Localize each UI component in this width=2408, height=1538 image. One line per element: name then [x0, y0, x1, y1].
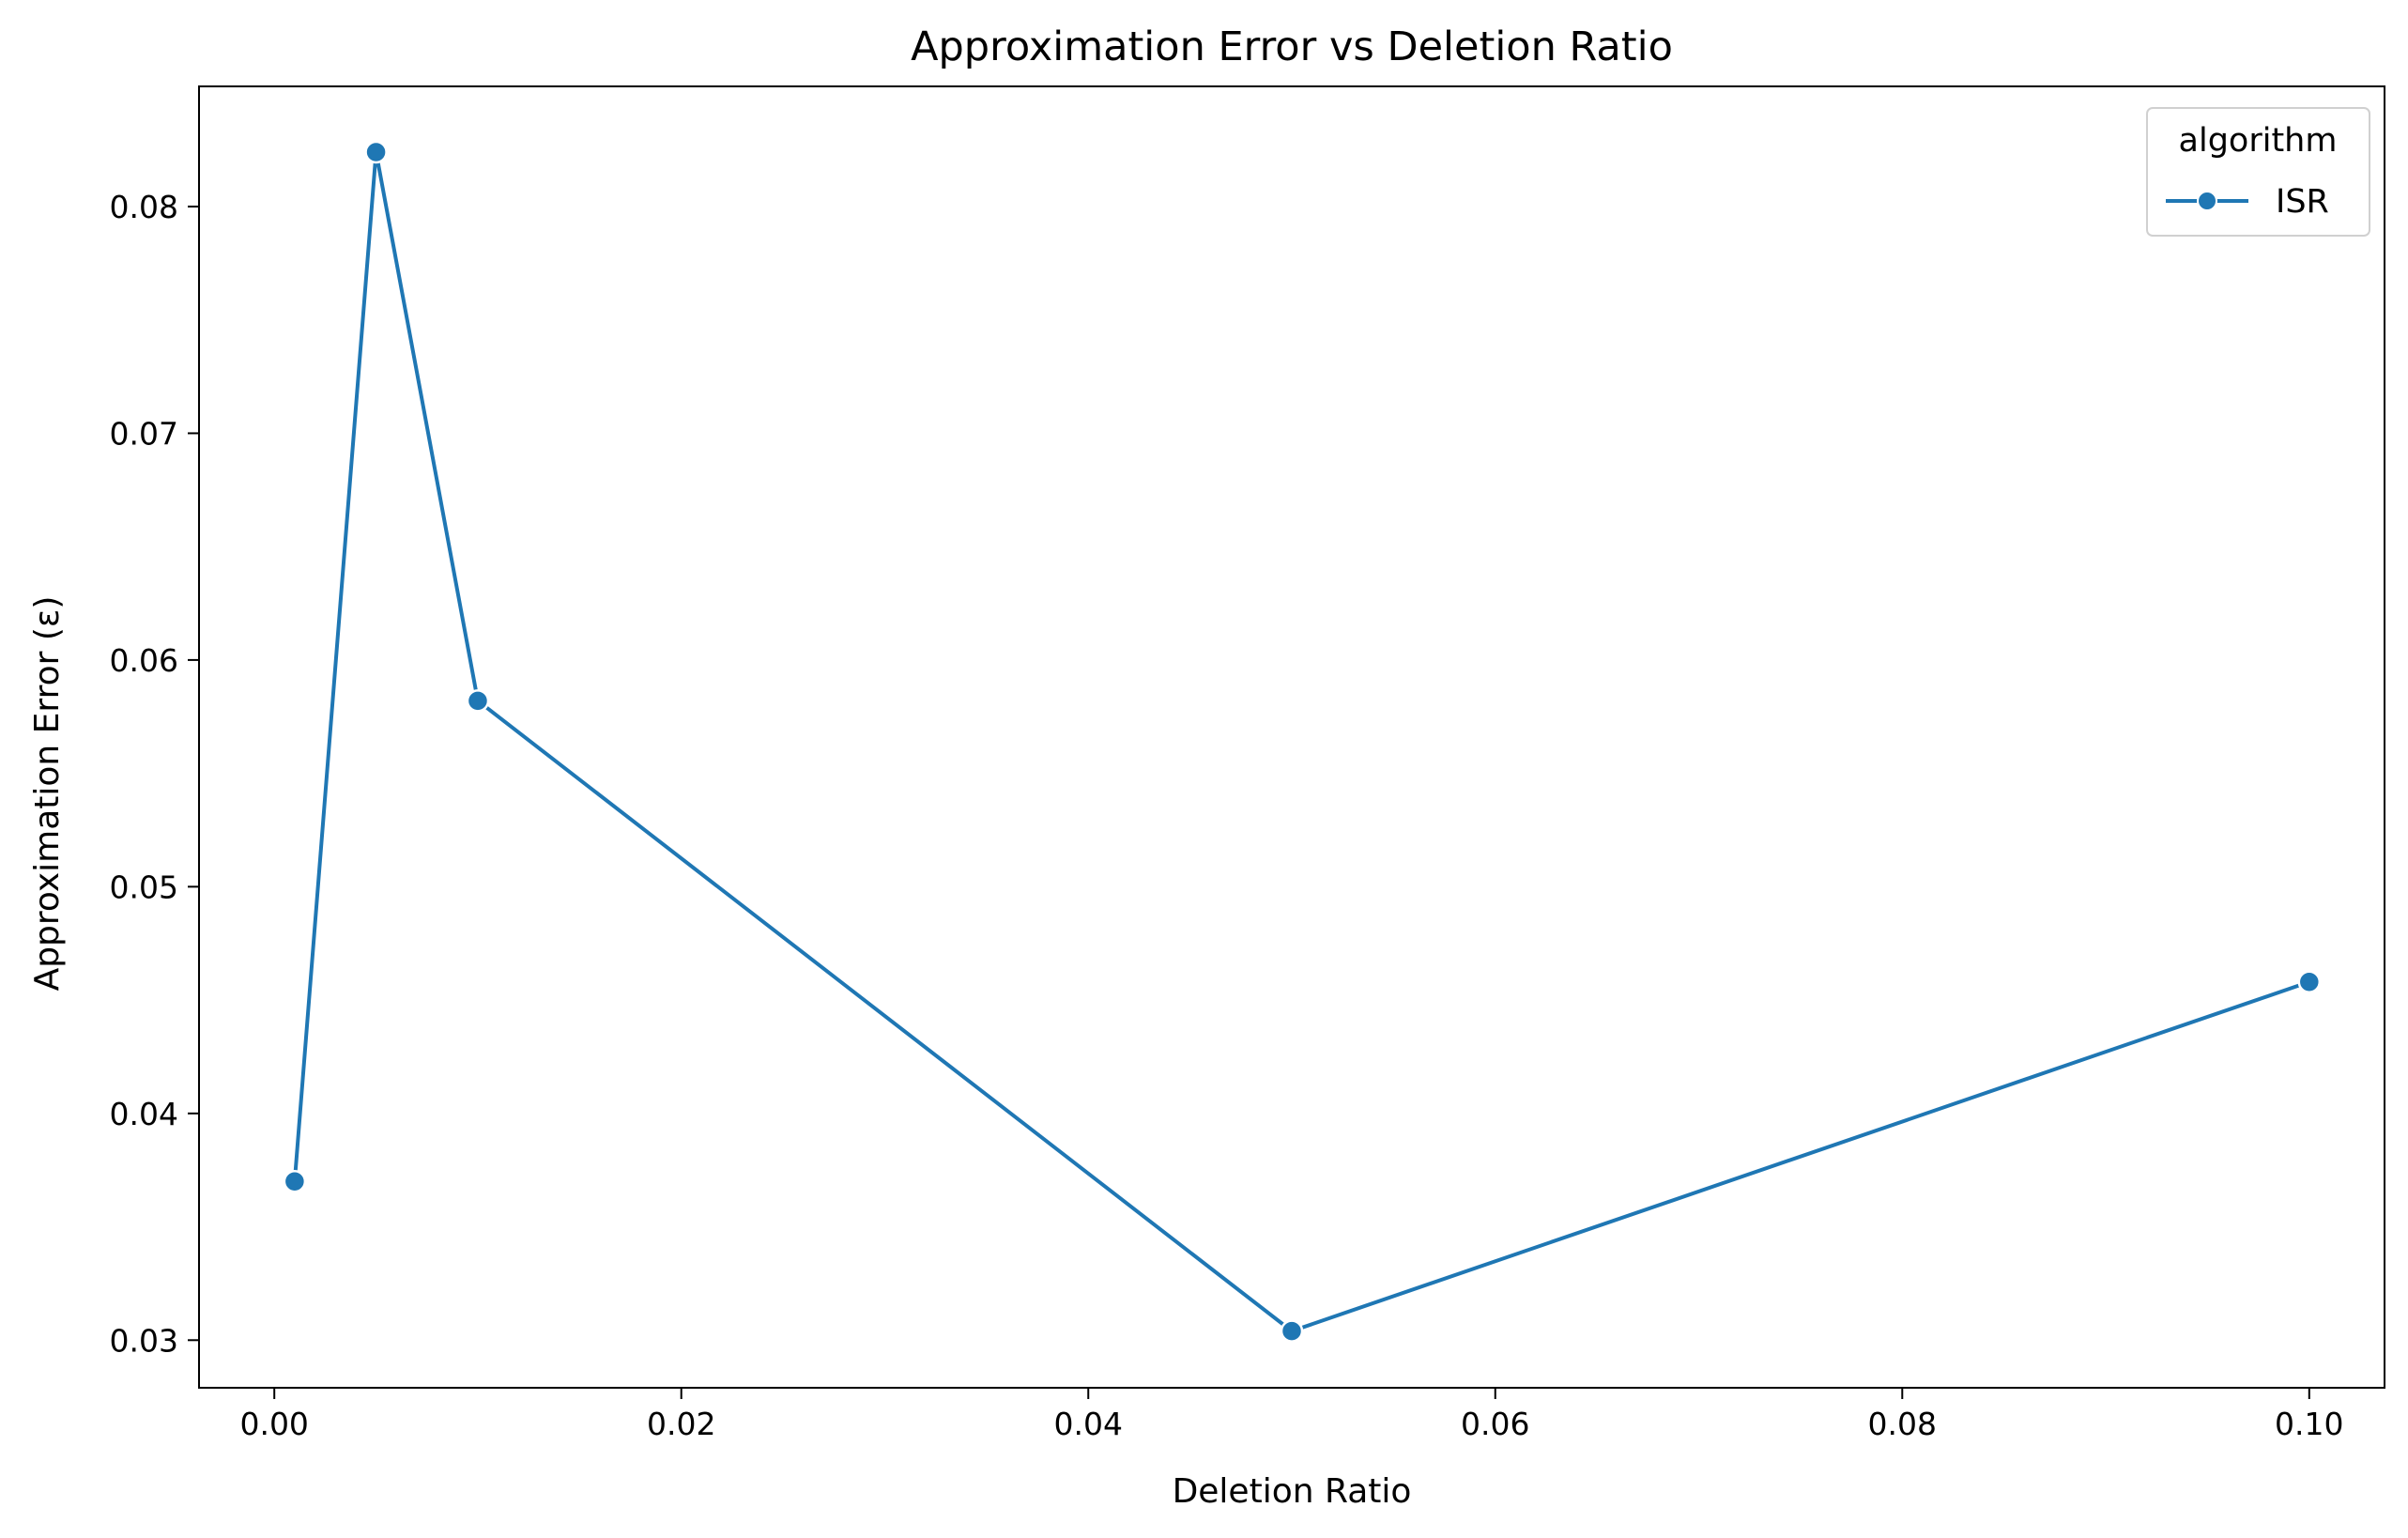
x-axis-label: Deletion Ratio — [1173, 1472, 1412, 1511]
data-point — [466, 689, 490, 713]
series-layer — [283, 140, 2322, 1343]
legend-title: algorithm — [2179, 122, 2338, 160]
legend: algorithm ISR — [2146, 107, 2370, 237]
plot-area — [198, 85, 2385, 1389]
x-axis: 0.00 0.02 0.04 0.06 0.08 0.10 — [239, 1388, 2344, 1442]
y-tick-label: 0.03 — [110, 1322, 178, 1359]
y-tick-label: 0.04 — [110, 1096, 178, 1132]
chart-title: Approximation Error vs Deletion Ratio — [911, 23, 1673, 70]
data-point — [1280, 1319, 1304, 1343]
y-tick-label: 0.05 — [110, 869, 178, 905]
y-tick-label: 0.07 — [110, 415, 178, 452]
y-tick-label: 0.06 — [110, 642, 178, 679]
legend-series-marker — [2197, 191, 2217, 211]
x-tick-label: 0.06 — [1461, 1406, 1529, 1442]
x-tick-label: 0.10 — [2275, 1406, 2343, 1442]
data-point — [283, 1170, 307, 1193]
y-tick-label: 0.08 — [110, 189, 178, 225]
legend-series-label: ISR — [2276, 183, 2329, 221]
data-point — [364, 140, 388, 164]
data-point — [2297, 970, 2322, 994]
y-axis-label: Approximation Error (ε) — [28, 596, 67, 992]
x-tick-label: 0.02 — [647, 1406, 715, 1442]
x-tick-label: 0.08 — [1868, 1406, 1937, 1442]
x-tick-label: 0.04 — [1053, 1406, 1122, 1442]
y-axis: 0.03 0.04 0.05 0.06 0.07 0.08 — [110, 189, 199, 1359]
x-tick-label: 0.00 — [239, 1406, 308, 1442]
